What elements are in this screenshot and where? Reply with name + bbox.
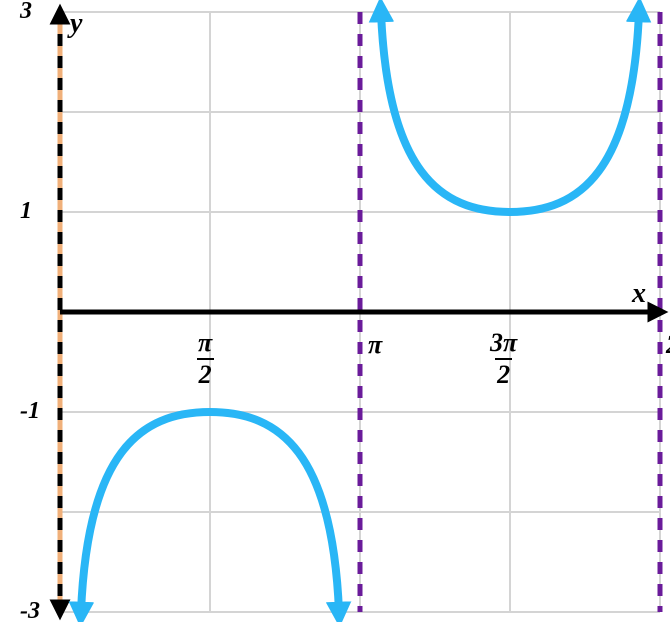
y-axis-label: y [70,8,82,40]
x-tick-pi-over-2: π2 [196,328,214,388]
x-axis-label: x [632,278,646,310]
x-tick-2pi: 2π [666,330,670,360]
y-tick-label: 3 [20,0,32,25]
x-tick-pi: π [368,330,382,360]
csc-graph: -3-113π2π3π22πyx [0,0,670,622]
y-tick-label: 1 [20,198,32,225]
y-tick-label: -3 [20,598,40,625]
y-tick-label: -1 [20,398,40,425]
x-tick-3pi-over-2: 3π2 [488,328,519,388]
